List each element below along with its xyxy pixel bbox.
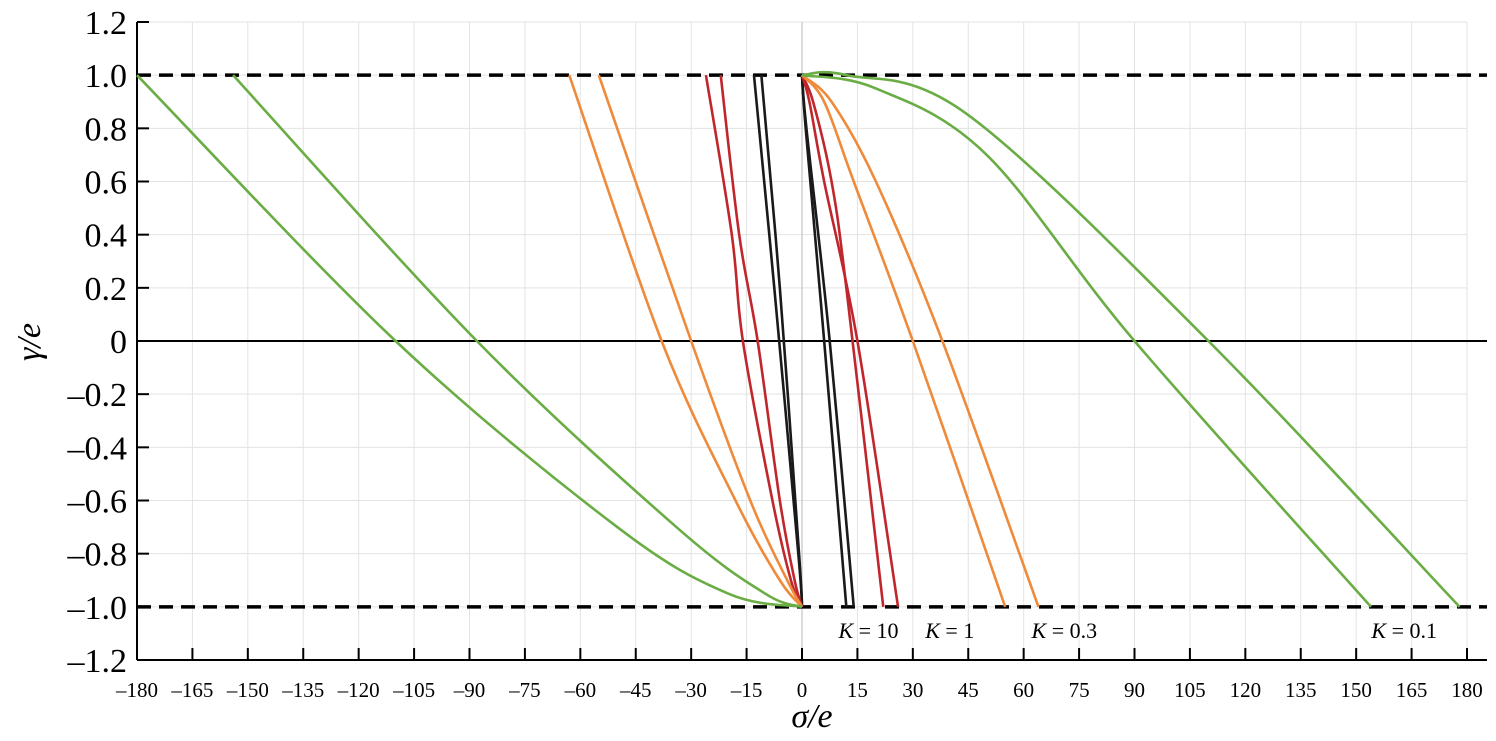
y-axis-title: γ/e (11, 323, 48, 361)
x-tick-label: –90 (453, 678, 486, 702)
y-tick-label: 0.8 (85, 111, 128, 148)
x-tick-label: 90 (1124, 678, 1145, 702)
series-line (801, 70, 1461, 608)
x-tick-label: 180 (1451, 678, 1483, 702)
k-label: K = 1 (924, 618, 974, 643)
x-tick-label: 45 (958, 678, 979, 702)
k-symbol: K (1370, 618, 1387, 643)
x-tick-label: 120 (1230, 678, 1262, 702)
x-tick-label: 165 (1396, 678, 1428, 702)
x-tick-label: –135 (281, 678, 324, 702)
x-tick-label: 0 (797, 678, 808, 702)
y-tick-label: –0.2 (67, 377, 128, 414)
k-symbol: K (837, 618, 854, 643)
series-line (232, 74, 803, 609)
x-tick-label: –75 (508, 678, 541, 702)
x-tick-label: –30 (674, 678, 707, 702)
series-line (800, 75, 856, 607)
x-tick-label: 30 (902, 678, 923, 702)
k-value: = 1 (940, 618, 974, 643)
x-tick-label: 135 (1285, 678, 1317, 702)
y-tick-label: 0.4 (85, 218, 128, 255)
x-tick-label: –150 (226, 678, 269, 702)
y-tick-label: –1.2 (67, 643, 128, 680)
y-tick-label: 1.0 (85, 58, 128, 95)
reference-lines (137, 73, 1487, 609)
series-line (760, 75, 804, 607)
x-tick-label: 15 (847, 678, 868, 702)
series-line (719, 75, 804, 608)
y-tick-label: 0.2 (85, 271, 128, 308)
x-tick-label: –15 (730, 678, 763, 702)
x-axis-title: σ/e (791, 698, 832, 735)
series-line (801, 74, 1007, 608)
y-tick-label: –0.6 (67, 484, 128, 521)
series-line (800, 74, 885, 607)
x-tick-label: –45 (619, 678, 652, 702)
series-line (568, 74, 803, 608)
k-value: = 0.1 (1386, 618, 1437, 643)
y-tick-label: 0 (110, 324, 127, 361)
series-line (136, 74, 803, 609)
y-tick-label: –0.8 (67, 537, 128, 574)
k-symbol: K (1031, 618, 1048, 643)
k-label: K = 0.1 (1370, 618, 1437, 643)
x-tick-label: 60 (1013, 678, 1034, 702)
x-tick-label: 75 (1069, 678, 1090, 702)
x-tick-label: 105 (1174, 678, 1206, 702)
x-tick-label: –105 (392, 678, 435, 702)
series-line (704, 74, 804, 608)
x-tick-label: –60 (564, 678, 597, 702)
x-tick-label: –180 (115, 678, 158, 702)
k-label: K = 0.3 (1031, 618, 1098, 643)
x-tick-label: –165 (170, 678, 213, 702)
k-value: = 0.3 (1046, 618, 1097, 643)
x-tick-label: –120 (337, 678, 380, 702)
x-tick-label: 150 (1340, 678, 1372, 702)
y-tick-label: –1.0 (67, 590, 128, 627)
series-line (801, 74, 1040, 608)
series-lines (136, 70, 1461, 609)
tick-labels: 1.2 1.0 0.8 0.6 0.4 0.2 0 –0.2 –0.4 –0.6 –0.8 –1.0 –… (67, 5, 1483, 702)
y-tick-label: 0.6 (85, 165, 128, 202)
k-label: K = 10 (837, 618, 898, 643)
series-line (801, 73, 1372, 608)
y-tick-label: –0.4 (67, 430, 128, 467)
series-line (800, 74, 900, 608)
series-line (597, 74, 804, 608)
k-value: = 10 (853, 618, 898, 643)
axes (136, 21, 1487, 661)
k-symbol: K (924, 618, 941, 643)
y-tick-label: 1.2 (85, 5, 128, 42)
